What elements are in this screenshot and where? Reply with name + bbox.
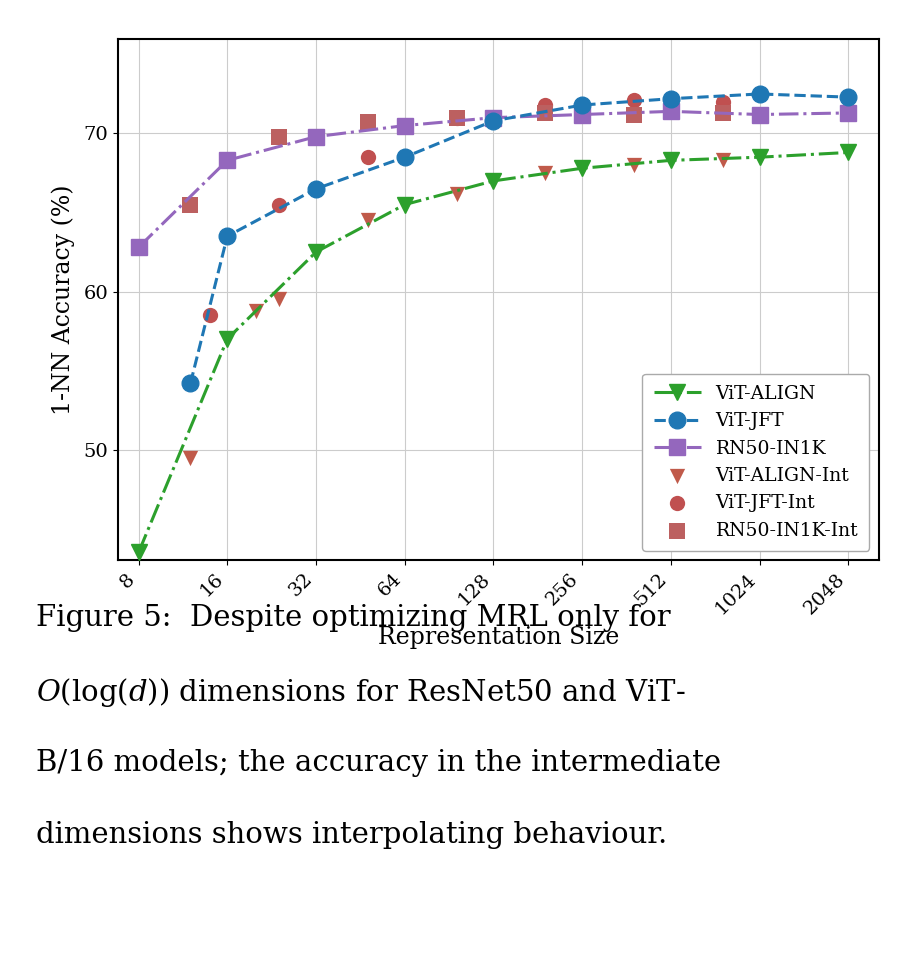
Line: RN50-IN1K: RN50-IN1K bbox=[131, 103, 856, 255]
X-axis label: Representation Size: Representation Size bbox=[378, 626, 619, 649]
RN50-IN1K bbox=[577, 109, 588, 121]
ViT-JFT bbox=[754, 88, 765, 99]
ViT-JFT bbox=[843, 92, 853, 103]
RN50-IN1K-Int bbox=[627, 107, 641, 123]
ViT-ALIGN bbox=[577, 162, 588, 174]
RN50-IN1K bbox=[665, 105, 676, 117]
ViT-JFT-Int bbox=[361, 150, 375, 165]
ViT-JFT-Int bbox=[538, 98, 553, 113]
RN50-IN1K-Int bbox=[449, 110, 464, 126]
ViT-ALIGN bbox=[400, 199, 410, 211]
ViT-ALIGN bbox=[222, 333, 233, 345]
ViT-ALIGN-Int bbox=[183, 450, 198, 466]
ViT-JFT-Int bbox=[627, 93, 641, 108]
Legend: ViT-ALIGN, ViT-JFT, RN50-IN1K, ViT-ALIGN-Int, ViT-JFT-Int, RN50-IN1K-Int: ViT-ALIGN, ViT-JFT, RN50-IN1K, ViT-ALIGN… bbox=[642, 374, 870, 551]
ViT-JFT bbox=[665, 93, 676, 104]
ViT-JFT-Int bbox=[716, 94, 730, 109]
ViT-JFT bbox=[185, 378, 196, 389]
RN50-IN1K bbox=[133, 242, 144, 253]
ViT-ALIGN bbox=[311, 246, 322, 258]
RN50-IN1K-Int bbox=[183, 197, 198, 213]
RN50-IN1K-Int bbox=[716, 105, 730, 121]
RN50-IN1K bbox=[222, 155, 233, 166]
RN50-IN1K bbox=[400, 120, 410, 131]
Line: ViT-ALIGN: ViT-ALIGN bbox=[131, 145, 856, 560]
ViT-ALIGN-Int bbox=[248, 302, 263, 318]
RN50-IN1K bbox=[754, 109, 765, 121]
ViT-JFT bbox=[400, 152, 410, 163]
ViT-JFT-Int bbox=[449, 110, 464, 126]
ViT-ALIGN-Int bbox=[627, 157, 641, 173]
ViT-ALIGN bbox=[665, 155, 676, 166]
ViT-JFT bbox=[222, 231, 233, 242]
ViT-JFT bbox=[577, 99, 588, 111]
Text: Figure 5:  Despite optimizing MRL only for: Figure 5: Despite optimizing MRL only fo… bbox=[36, 604, 670, 632]
ViT-ALIGN bbox=[843, 147, 853, 158]
ViT-JFT bbox=[311, 183, 322, 194]
RN50-IN1K bbox=[488, 112, 499, 124]
RN50-IN1K bbox=[843, 107, 853, 119]
ViT-ALIGN bbox=[133, 547, 144, 558]
ViT-ALIGN-Int bbox=[716, 153, 730, 168]
ViT-JFT-Int bbox=[203, 307, 217, 323]
ViT-JFT-Int bbox=[272, 197, 286, 213]
ViT-ALIGN-Int bbox=[272, 292, 286, 307]
ViT-ALIGN-Int bbox=[449, 185, 464, 201]
ViT-ALIGN bbox=[488, 175, 499, 186]
ViT-ALIGN bbox=[754, 152, 765, 163]
Text: dimensions shows interpolating behaviour.: dimensions shows interpolating behaviour… bbox=[36, 821, 668, 849]
RN50-IN1K-Int bbox=[538, 105, 553, 121]
ViT-ALIGN-Int bbox=[538, 165, 553, 181]
RN50-IN1K bbox=[311, 130, 322, 142]
Line: ViT-JFT: ViT-JFT bbox=[182, 86, 856, 391]
ViT-ALIGN-Int bbox=[361, 213, 375, 228]
Text: B/16 models; the accuracy in the intermediate: B/16 models; the accuracy in the interme… bbox=[36, 749, 721, 777]
RN50-IN1K-Int bbox=[272, 128, 286, 144]
RN50-IN1K-Int bbox=[361, 115, 375, 130]
Text: $O(\log(d))$ dimensions for ResNet50 and ViT-: $O(\log(d))$ dimensions for ResNet50 and… bbox=[36, 676, 686, 709]
Y-axis label: 1-NN Accuracy (%): 1-NN Accuracy (%) bbox=[52, 185, 75, 414]
ViT-JFT bbox=[488, 115, 499, 127]
